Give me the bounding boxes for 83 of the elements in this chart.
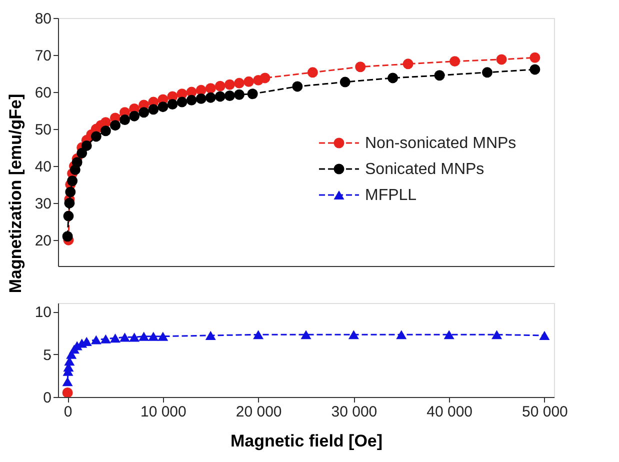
x-tick-label: 40 000 xyxy=(426,404,473,420)
point xyxy=(205,330,216,340)
x-tick-label: 50 000 xyxy=(522,404,568,420)
point xyxy=(205,83,216,94)
point xyxy=(138,107,150,118)
x-axis-title: Magnetic field [Oe] xyxy=(230,432,383,450)
point xyxy=(129,110,140,122)
point xyxy=(100,117,111,128)
point xyxy=(492,330,502,340)
point xyxy=(62,231,73,242)
y-tick-label: 30 xyxy=(34,196,52,213)
point xyxy=(196,93,206,104)
point xyxy=(224,90,235,101)
y-tick-label: 5 xyxy=(43,346,52,364)
y-tick-label: 10 xyxy=(34,304,52,322)
point xyxy=(300,330,312,340)
point xyxy=(530,64,540,75)
point xyxy=(90,335,102,344)
point xyxy=(110,333,120,343)
point xyxy=(72,157,82,168)
point xyxy=(67,176,78,186)
point xyxy=(355,62,366,72)
point xyxy=(260,72,270,84)
point xyxy=(539,330,550,340)
y-tick-label: 0 xyxy=(43,390,52,406)
y-tick-label: 70 xyxy=(34,48,52,65)
point xyxy=(292,81,303,92)
y-tick-label: 50 xyxy=(34,122,52,139)
legend-label: Sonicated MNPs xyxy=(365,161,484,178)
point xyxy=(65,186,76,198)
point xyxy=(62,387,73,397)
point xyxy=(62,377,73,386)
point xyxy=(530,52,540,63)
point xyxy=(186,94,197,106)
legend-label: Non-sonicated MNPs xyxy=(365,135,516,152)
x-tick-label: 0 xyxy=(64,404,72,420)
x-tick-label: 10 000 xyxy=(140,404,186,420)
point xyxy=(340,76,350,88)
y-tick-label: 60 xyxy=(34,84,52,102)
x-tick-label: 30 000 xyxy=(331,404,378,420)
point xyxy=(64,198,75,208)
point xyxy=(63,210,74,222)
point xyxy=(100,334,111,344)
x-tick-label: 20 000 xyxy=(236,404,282,420)
point xyxy=(205,92,216,103)
point xyxy=(90,131,102,142)
point xyxy=(234,78,244,88)
point xyxy=(402,58,414,70)
point xyxy=(176,96,188,108)
y-tick-label: 20 xyxy=(34,232,52,250)
point xyxy=(496,54,507,65)
point xyxy=(100,126,111,136)
point xyxy=(129,332,140,342)
point xyxy=(120,114,130,126)
point xyxy=(253,330,264,340)
point xyxy=(81,140,92,151)
point xyxy=(234,89,244,100)
point xyxy=(158,102,168,112)
point xyxy=(158,332,168,341)
point xyxy=(450,56,460,67)
point xyxy=(148,332,159,341)
point xyxy=(482,67,492,78)
point xyxy=(110,120,120,131)
y-tick-label: 80 xyxy=(34,10,52,28)
point xyxy=(444,330,454,340)
point xyxy=(138,332,150,341)
point xyxy=(148,104,159,115)
point xyxy=(307,67,318,78)
y-axis-title: Magnetization [emu/gFe] xyxy=(6,94,25,294)
point xyxy=(224,79,235,90)
point xyxy=(244,76,254,87)
legend-label: MFPLL xyxy=(365,187,417,204)
point xyxy=(120,332,130,342)
point xyxy=(214,80,226,92)
point xyxy=(76,148,88,158)
point xyxy=(434,70,445,81)
y-tick-label: 40 xyxy=(34,158,52,176)
point xyxy=(167,99,178,110)
point xyxy=(388,72,398,84)
point xyxy=(214,91,226,102)
point xyxy=(348,330,359,340)
point xyxy=(247,88,258,100)
point xyxy=(396,330,407,340)
